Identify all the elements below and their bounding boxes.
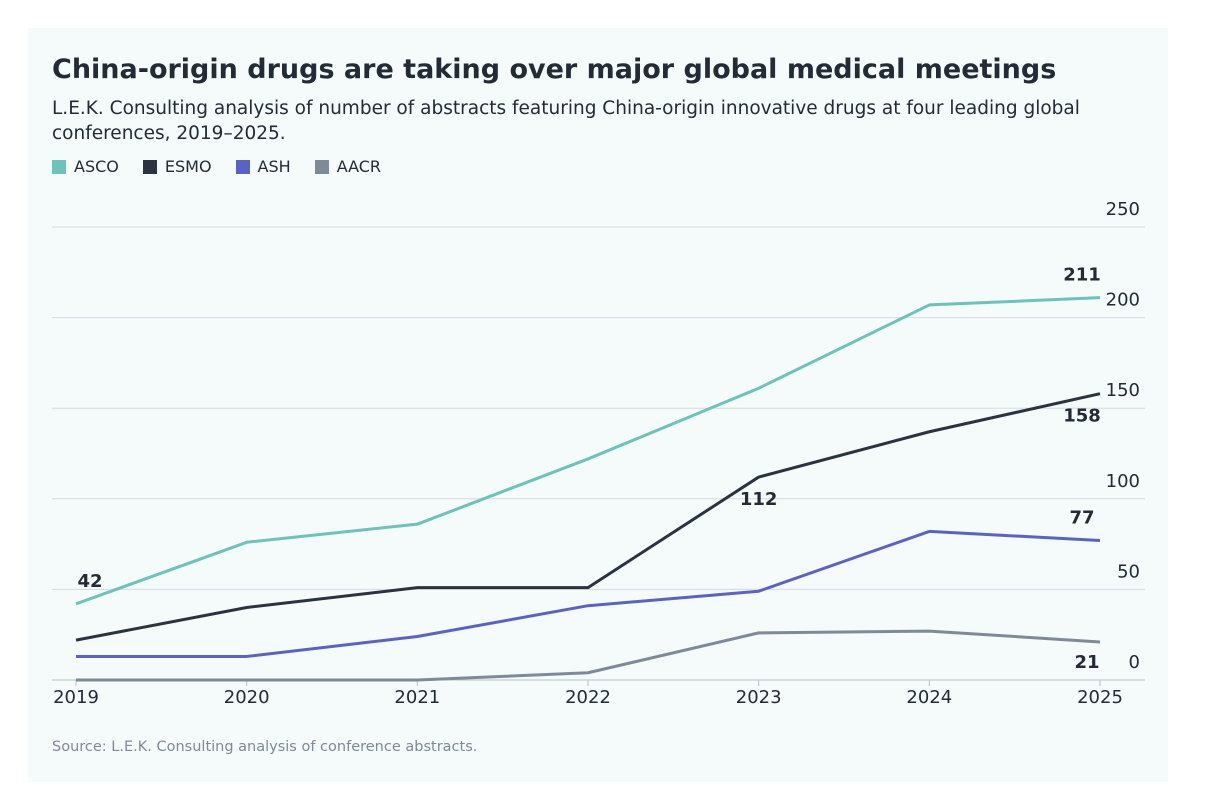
x-tick-label: 2023 — [736, 687, 782, 708]
legend-swatch — [142, 159, 157, 174]
series-line — [76, 529, 1101, 658]
data-label: 21 — [1074, 652, 1099, 673]
data-label: 77 — [1069, 507, 1094, 528]
legend-label: ASH — [257, 157, 291, 176]
legend-label: ESMO — [164, 157, 212, 176]
legend-swatch — [314, 159, 329, 174]
legend: ASCO ESMO ASH AACR — [52, 157, 381, 176]
x-tick-label: 2022 — [565, 687, 611, 708]
legend-swatch — [235, 159, 250, 174]
y-tick-label: 250 — [1106, 199, 1140, 220]
y-tick-label: 150 — [1106, 380, 1140, 401]
series-line — [75, 296, 1101, 606]
x-tick-label: 2020 — [224, 687, 270, 708]
y-tick-label: 0 — [1129, 652, 1140, 673]
x-tick-label: 2019 — [53, 687, 99, 708]
legend-label: ASCO — [74, 157, 119, 176]
y-tick-label: 100 — [1106, 471, 1140, 492]
data-label: 42 — [77, 571, 102, 592]
series-line — [75, 392, 1101, 642]
x-tick-label: 2024 — [906, 687, 952, 708]
x-tick-label: 2021 — [394, 687, 440, 708]
source-note: Source: L.E.K. Consulting analysis of co… — [52, 739, 478, 755]
legend-item: ASCO — [52, 157, 119, 176]
legend-item: AACR — [314, 157, 382, 176]
legend-item: ESMO — [142, 157, 212, 176]
legend-swatch — [52, 159, 66, 174]
legend-label: AACR — [336, 157, 382, 176]
data-label: 112 — [740, 489, 778, 510]
y-tick-label: 50 — [1117, 561, 1140, 582]
y-tick-label: 200 — [1106, 290, 1140, 311]
chart-subtitle: L.E.K. Consulting analysis of number of … — [52, 98, 1080, 144]
data-label: 158 — [1063, 406, 1101, 427]
series-line — [76, 629, 1101, 682]
legend-item: ASH — [235, 157, 291, 176]
x-tick-label: 2025 — [1077, 687, 1123, 708]
data-label: 211 — [1063, 265, 1101, 286]
chart-title: China-origin drugs are taking over major… — [52, 54, 1057, 85]
